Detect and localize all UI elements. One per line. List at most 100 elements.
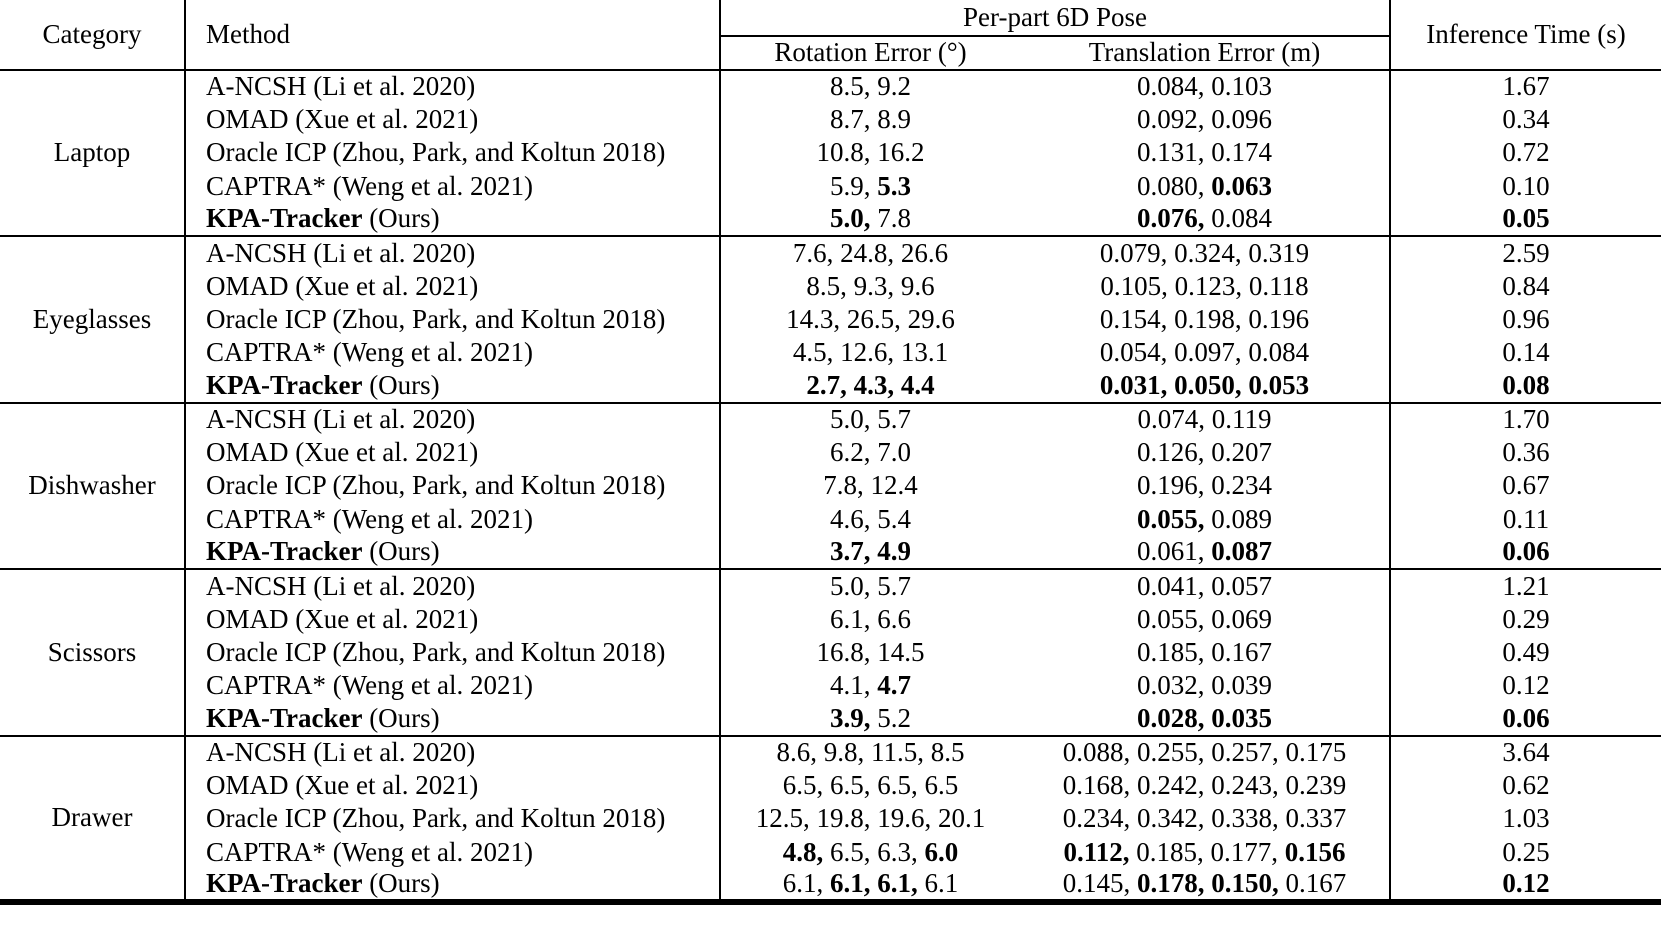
bold-value: 6.1, — [830, 869, 878, 899]
value: 12.6, — [840, 337, 901, 368]
value: 0.257, — [1211, 737, 1286, 768]
value: 8.5, — [830, 71, 878, 102]
rotation-error-cell: 12.5, 19.8, 19.6, 20.1 — [720, 803, 1020, 836]
value: 0.49 — [1502, 636, 1550, 667]
value: 0.061, — [1137, 536, 1212, 567]
value: 6.6 — [877, 603, 911, 634]
value: OMAD (Xue et al. 2021) — [206, 270, 479, 301]
value: 0.039 — [1211, 670, 1272, 701]
value: 6.5, — [877, 770, 925, 801]
translation-error-cell: 0.031, 0.050, 0.053 — [1020, 369, 1391, 403]
value: 0.123, — [1174, 270, 1249, 301]
value: 4.1, — [830, 670, 878, 701]
value: 0.25 — [1502, 836, 1550, 867]
value: 0.168, — [1062, 770, 1137, 801]
inference-time-cell: 0.06 — [1390, 536, 1661, 569]
rotation-error-cell: 16.8, 14.5 — [720, 636, 1020, 669]
value: (Ours) — [362, 536, 440, 567]
value: 0.054, — [1099, 337, 1175, 368]
value: 0.131, — [1137, 137, 1212, 168]
value: 0.84 — [1502, 270, 1550, 301]
method-cell: A-NCSH (Li et al. 2020) — [185, 568, 721, 603]
value: 0.338, — [1211, 803, 1286, 834]
value: CAPTRA* (Weng et al. 2021) — [206, 170, 534, 201]
value: 0.079, — [1099, 237, 1175, 268]
inference-time-cell: 0.36 — [1390, 436, 1661, 469]
method-cell: OMAD (Xue et al. 2021) — [185, 602, 721, 637]
bold-value: 0.08 — [1502, 369, 1550, 400]
bold-value: 5.0, — [830, 203, 878, 234]
value: 3.64 — [1502, 737, 1550, 768]
value: 0.103 — [1211, 71, 1272, 102]
table-row: CAPTRA* (Weng et al. 2021) 4.5, 12.6, 13.… — [0, 336, 1661, 370]
method-cell: Oracle ICP (Zhou, Park, and Koltun 2018) — [185, 469, 721, 503]
table-row: KPA-Tracker (Ours) 3.9, 5.2 0.028, 0.035 0.… — [0, 702, 1661, 736]
value: 0.34 — [1502, 104, 1550, 135]
table-header: Category Method Per-part 6D Pose Inferen… — [0, 0, 1661, 70]
value: 0.092, — [1137, 104, 1212, 135]
method-cell: KPA-Tracker (Ours) — [185, 369, 721, 403]
method-cell: A-NCSH (Li et al. 2020) — [185, 734, 721, 770]
bold-value: 0.028, — [1137, 702, 1212, 733]
bold-value: 4.9 — [877, 536, 911, 567]
value: 0.96 — [1502, 303, 1550, 334]
bold-value: 6.0 — [924, 836, 959, 867]
value: 1.70 — [1502, 404, 1550, 435]
rotation-error-cell: 6.1, 6.6 — [720, 603, 1020, 636]
method-cell: CAPTRA* (Weng et al. 2021) — [185, 336, 721, 370]
value: 0.041, — [1137, 570, 1212, 601]
value: Oracle ICP (Zhou, Park, and Koltun 2018) — [206, 303, 666, 334]
value: 0.084, — [1137, 71, 1212, 102]
translation-error-cell: 0.131, 0.174 — [1020, 136, 1391, 170]
bold-value: 0.178, — [1137, 869, 1212, 899]
value: (Ours) — [362, 203, 440, 234]
bold-value: 0.050, — [1174, 369, 1249, 400]
value: 9.6 — [900, 270, 935, 301]
translation-error-cell: 0.061, 0.087 — [1020, 536, 1391, 570]
header-row-2: Rotation Error (°) Translation Error (m) — [0, 36, 1661, 70]
value: 5.7 — [877, 570, 911, 601]
value: OMAD (Xue et al. 2021) — [206, 437, 479, 468]
rotation-error-cell: 4.1, 4.7 — [720, 669, 1020, 702]
value: OMAD (Xue et al. 2021) — [206, 104, 479, 135]
rotation-error-cell: 5.0, 5.7 — [720, 568, 1020, 603]
translation-error-cell: 0.126, 0.207 — [1020, 436, 1391, 470]
value: 0.185, — [1137, 636, 1212, 667]
category-cell: Drawer — [0, 734, 186, 903]
value: 29.6 — [907, 303, 955, 334]
inference-time-cell: 2.59 — [1390, 235, 1661, 270]
table-row: Oracle ICP (Zhou, Park, and Koltun 2018)… — [0, 802, 1661, 836]
value: 0.196, — [1137, 470, 1212, 501]
value: 0.239 — [1285, 770, 1347, 801]
value: 0.126, — [1137, 437, 1212, 468]
bold-value: 0.150, — [1211, 869, 1286, 899]
value: 0.255, — [1137, 737, 1212, 768]
inference-time-cell: 1.21 — [1390, 568, 1661, 603]
value: 26.5, — [846, 303, 908, 334]
method-cell: OMAD (Xue et al. 2021) — [185, 769, 721, 803]
value: 14.3, — [786, 303, 847, 334]
value: A-NCSH (Li et al. 2020) — [206, 71, 476, 102]
value: 0.074, — [1137, 404, 1212, 435]
method-cell: CAPTRA* (Weng et al. 2021) — [185, 169, 721, 204]
method-cell: A-NCSH (Li et al. 2020) — [185, 235, 721, 270]
bold-value: 0.087 — [1211, 536, 1272, 567]
bold-value: 3.9, — [830, 702, 878, 733]
value: 0.62 — [1502, 770, 1550, 801]
table-row: Eyeglasses A-NCSH (Li et al. 2020) 7.6, 24… — [0, 235, 1661, 403]
value: A-NCSH (Li et al. 2020) — [206, 737, 476, 768]
inference-time-cell: 0.96 — [1390, 303, 1661, 336]
category-header: Category — [0, 0, 186, 70]
value: A-NCSH (Li et al. 2020) — [206, 404, 476, 435]
value: Oracle ICP (Zhou, Park, and Koltun 2018) — [206, 636, 666, 667]
value: 0.14 — [1502, 337, 1550, 368]
value: 0.084 — [1248, 337, 1310, 368]
value: 0.198, — [1174, 303, 1249, 334]
value: A-NCSH (Li et al. 2020) — [206, 237, 476, 268]
translation-error-cell: 0.055, 0.069 — [1020, 602, 1391, 637]
inference-time-cell: 0.14 — [1390, 336, 1661, 369]
bold-value: 4.7 — [877, 670, 911, 701]
value: 0.10 — [1502, 170, 1550, 201]
inference-time-cell: 0.67 — [1390, 470, 1661, 503]
